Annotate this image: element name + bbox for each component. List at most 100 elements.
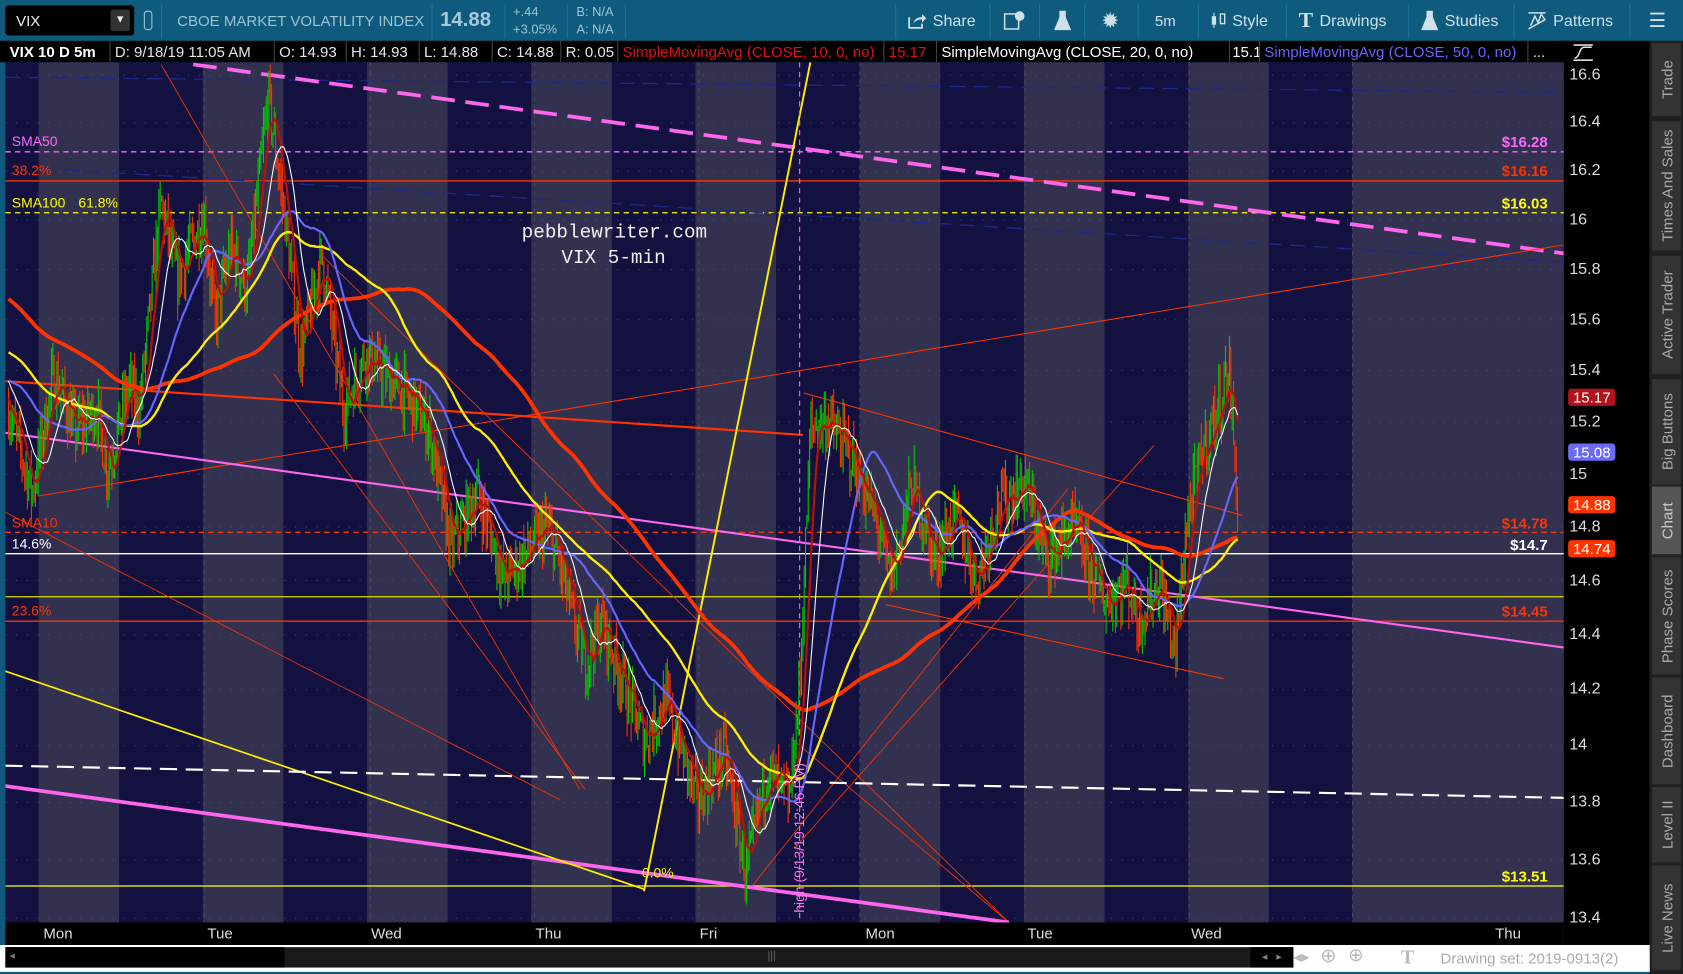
price-tick-label: 16.2 — [1569, 161, 1601, 180]
bar-low: L: 14.88 — [420, 40, 493, 63]
side-tab-dashboard[interactable]: Dashboard — [1651, 677, 1681, 785]
drawings-button[interactable]: T Drawings — [1299, 0, 1387, 41]
patterns-label: Patterns — [1553, 11, 1614, 30]
scroll-left-icon[interactable]: ◂ — [9, 950, 16, 963]
text-icon: T — [1298, 8, 1314, 32]
trendline-red — [160, 64, 580, 790]
sma50-line — [8, 210, 1239, 803]
share-label: Share — [932, 11, 976, 30]
menu-button[interactable]: ☰ — [1649, 0, 1666, 41]
price-tick-label: 15.4 — [1569, 360, 1601, 380]
side-tab-label: Phase Scores — [1657, 569, 1675, 663]
side-tab-label: Dashboard — [1657, 693, 1675, 768]
link-icon[interactable] — [143, 10, 153, 31]
price-tick-label: 14.6 — [1569, 570, 1601, 590]
scrollbar-track-left[interactable] — [5, 947, 285, 968]
session-band-regular — [283, 62, 368, 923]
timeframe-button[interactable]: 5m — [1155, 0, 1176, 41]
studies-label: Studies — [1444, 11, 1499, 30]
bar-high: H: 14.93 — [347, 40, 420, 63]
price-badge: 14.74 — [1568, 540, 1616, 558]
study-sma50-label[interactable]: SimpleMovingAvg (CLOSE, 50, 0, no) — [1260, 40, 1529, 63]
side-tab-chart[interactable]: Chart — [1651, 486, 1681, 556]
side-tab-active-trader[interactable]: Active Trader — [1651, 255, 1681, 375]
drawing-set-selector[interactable]: Drawing set: 2019-0913(2) — [1440, 949, 1619, 967]
high-annotation: high (9/13/19 12:46 PM) — [791, 763, 808, 913]
studies-button[interactable]: Studies — [1421, 0, 1498, 41]
side-tab-big-buttons[interactable]: Big Buttons — [1651, 379, 1681, 486]
trendline-red — [321, 255, 1010, 923]
session-band-extended — [1023, 62, 1105, 923]
study-sma10-label[interactable]: SimpleMovingAvg (CLOSE, 10, 0, no) — [618, 40, 885, 63]
axis-scale-icon[interactable] — [1572, 43, 1596, 62]
trendline-red — [5, 511, 561, 801]
chevron-down-icon[interactable]: ▼ — [110, 9, 130, 32]
crosshair-icon[interactable]: ⊕ — [1320, 945, 1337, 967]
side-tab-times-and-sales[interactable]: Times And Sales — [1651, 121, 1681, 252]
studies-flask-icon — [1421, 10, 1439, 31]
day-tick-label: Tue — [1027, 924, 1053, 942]
level-label-right: $14.78 — [1501, 514, 1548, 532]
day-tick-label: Thu — [535, 924, 562, 942]
gear-icon: ✹ — [1101, 9, 1120, 33]
text-tool-icon[interactable]: T — [1400, 946, 1415, 969]
patterns-button[interactable]: Patterns — [1527, 0, 1613, 41]
price-tick-label: 13.8 — [1569, 792, 1601, 811]
side-tab-level-ii[interactable]: Level II — [1651, 787, 1681, 864]
session-band-extended — [1188, 62, 1269, 923]
session-band-regular — [447, 62, 532, 923]
scroll-arrows[interactable]: ◂ ▸ — [1250, 947, 1294, 968]
side-tab-label: Chart — [1657, 501, 1675, 539]
trendline-navy-dashed — [64, 169, 1564, 263]
scroll-thumb-grip[interactable]: ||| — [767, 950, 776, 963]
session-band-extended — [38, 62, 120, 923]
watermark-site: pebblewriter.com — [521, 222, 708, 244]
level-label-right: $14.7 — [1510, 535, 1548, 553]
level-label-left: SMA10 — [11, 514, 58, 531]
price-tick-label: 14.8 — [1569, 517, 1601, 536]
side-tab-phase-scores[interactable]: Phase Scores — [1651, 557, 1681, 676]
symbol-selector[interactable]: VIX ▼ — [5, 5, 135, 36]
more-studies[interactable]: ... — [1532, 42, 1546, 61]
info-button[interactable] — [1003, 0, 1025, 41]
settings-button[interactable]: ✹ — [1101, 0, 1119, 41]
level-label-right: $13.51 — [1501, 867, 1548, 885]
share-button[interactable]: Share — [907, 0, 976, 41]
price-chart[interactable]: SMA50 $16.28 38.2% $16.16 SMA100 61.8% $16.03 S… — [5, 62, 1564, 923]
zoom-icon[interactable]: ⊕ — [1348, 945, 1364, 966]
price-badge: 14.88 — [1568, 496, 1616, 514]
style-button[interactable]: Style — [1211, 0, 1268, 41]
horizontal-scrollbar[interactable]: ◂ ||| ◂ ▸ — [5, 947, 1294, 968]
lab-button[interactable] — [1054, 0, 1072, 41]
side-tab-trade[interactable]: Trade — [1651, 42, 1681, 118]
timeframe-label: 5m — [1154, 11, 1176, 29]
sma-orange-line — [7, 287, 1238, 712]
pan-icon[interactable]: ◂▸ — [1293, 948, 1310, 967]
flask-icon — [1054, 10, 1072, 31]
watermark-title: VIX 5-min — [561, 248, 666, 270]
drawings-label: Drawings — [1319, 11, 1387, 30]
sma20-line — [8, 146, 1239, 834]
sma10-line — [7, 117, 1239, 854]
price-tick-label: 16.6 — [1569, 65, 1601, 84]
fib-zero-label: 0.0% — [641, 864, 674, 881]
price-tick-label: 14.2 — [1569, 680, 1601, 699]
level-label-right: $14.45 — [1501, 602, 1548, 621]
price-tick-label: 16 — [1569, 210, 1588, 229]
price-tick-label: 14 — [1569, 736, 1588, 755]
session-band-regular — [611, 62, 696, 923]
trendline-red — [751, 488, 1069, 888]
study-sma20-label[interactable]: SimpleMovingAvg (CLOSE, 20, 0, no) — [937, 40, 1231, 63]
share-icon — [908, 13, 927, 29]
day-tick-label: Mon — [43, 924, 73, 942]
side-tab-live-news[interactable]: Live News — [1651, 865, 1681, 971]
side-tab-label: Active Trader — [1657, 270, 1675, 359]
price-tick-label: 14.4 — [1569, 625, 1601, 644]
level-label-right: $16.03 — [1501, 194, 1548, 212]
trendline-red — [37, 244, 1564, 497]
chart-canvas — [5, 62, 1564, 923]
price-axis[interactable]: 16.6 16.4 16.2 16 15.8 15.6 15.4 15.2 15 14.8 14.6… — [1563, 40, 1650, 946]
day-tick-label: Wed — [1191, 924, 1222, 942]
session-band-extended — [1352, 62, 1564, 923]
price-tick-label: 15 — [1569, 464, 1588, 483]
